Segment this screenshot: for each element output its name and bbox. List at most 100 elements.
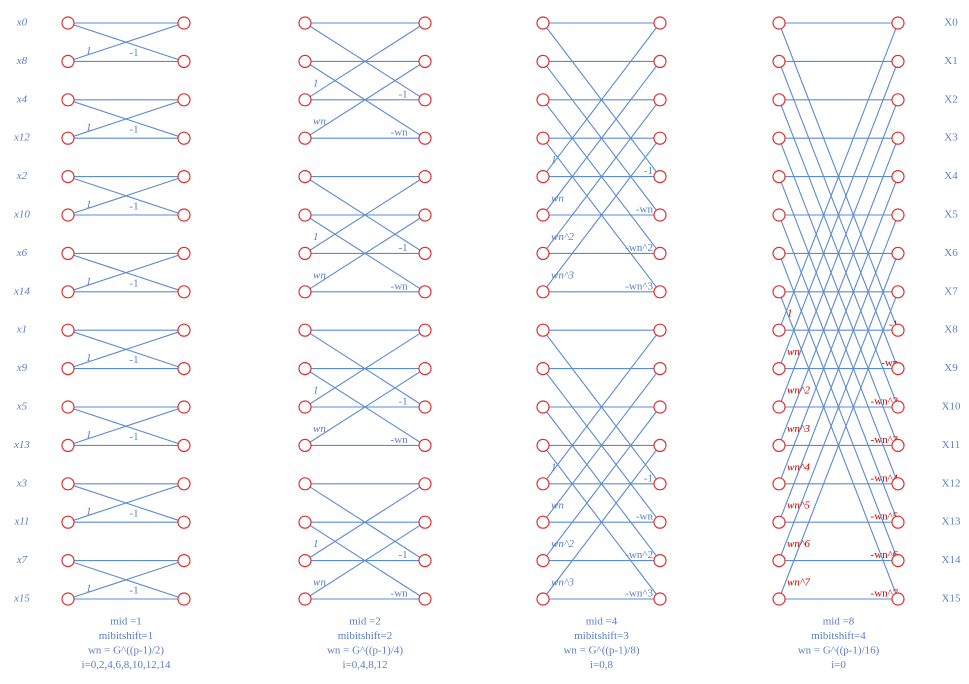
butterfly-edge: [304, 214, 426, 293]
twiddle-label: 1: [86, 199, 92, 211]
node: [418, 362, 432, 376]
twiddle-label: 1: [86, 352, 92, 364]
neg-twiddle-label: -wn^2: [871, 396, 899, 408]
node: [61, 93, 75, 107]
butterfly-edge: [67, 329, 185, 370]
neg-twiddle-label: -1: [129, 124, 138, 136]
neg-twiddle-label: -wn^2: [625, 549, 653, 561]
input-label: x6: [16, 247, 28, 259]
twiddle-label: wn: [787, 346, 800, 358]
butterfly-edge: [67, 99, 185, 139]
node: [61, 54, 75, 69]
node: [536, 362, 550, 376]
node: [772, 553, 786, 568]
output-label: X14: [942, 554, 961, 566]
twiddle-label: 1: [86, 122, 92, 134]
node: [177, 285, 191, 299]
node: [772, 438, 786, 452]
node: [536, 131, 550, 145]
node: [772, 16, 786, 30]
neg-twiddle-label: -wn: [391, 588, 409, 600]
node: [177, 362, 191, 376]
neg-twiddle-label: -1: [129, 201, 138, 213]
node: [772, 515, 786, 529]
node: [177, 93, 191, 107]
input-label: x4: [16, 93, 28, 105]
stage-info: mid =4: [586, 616, 618, 628]
output-label: X4: [944, 170, 958, 182]
twiddle-label: 1: [313, 231, 319, 243]
butterfly-edge: [542, 137, 661, 293]
node: [772, 170, 786, 184]
node: [298, 54, 312, 69]
input-label: x15: [13, 593, 30, 605]
twiddle-label: wn: [313, 116, 326, 128]
node: [536, 54, 550, 69]
node: [418, 515, 432, 529]
node: [772, 285, 786, 299]
stage-info: mibitshift=4: [811, 630, 866, 642]
twiddle-label: wn: [551, 193, 564, 205]
butterfly-edge: [67, 252, 185, 293]
node: [298, 208, 312, 222]
twiddle-label: wn^6: [787, 538, 810, 550]
node: [418, 400, 432, 414]
node: [177, 54, 191, 69]
node: [298, 400, 312, 414]
node: [418, 131, 432, 145]
node: [298, 553, 312, 568]
node: [653, 208, 667, 222]
node: [61, 362, 75, 376]
node: [177, 400, 191, 414]
output-label: X3: [944, 132, 958, 144]
stage-info: wn = G^((p-1)/4): [327, 645, 403, 657]
node: [177, 592, 191, 606]
stage-info: mibitshift=1: [99, 630, 153, 642]
node: [536, 93, 550, 107]
node: [891, 285, 905, 299]
input-label: x1: [16, 324, 27, 336]
node: [536, 553, 550, 568]
node: [653, 16, 667, 30]
node: [891, 170, 905, 184]
node: [298, 438, 312, 452]
neg-twiddle-label: -1: [129, 47, 138, 59]
node: [177, 323, 191, 337]
node: [418, 54, 432, 69]
twiddle-label: 1: [787, 308, 793, 320]
input-label: x3: [16, 477, 28, 489]
butterfly-edge: [778, 291, 899, 600]
input-label: x9: [16, 362, 28, 374]
node: [653, 400, 667, 414]
neg-twiddle-label: -wn^6: [871, 549, 899, 561]
node: [61, 323, 75, 337]
twiddle-label: wn: [313, 269, 326, 281]
neg-twiddle-label: -wn: [636, 511, 654, 523]
stage-info: i=0: [831, 659, 846, 671]
twiddle-label: 1: [313, 385, 319, 397]
input-label: x14: [13, 285, 30, 297]
node: [298, 131, 312, 145]
neg-twiddle-label: -wn^4: [871, 472, 899, 484]
output-label: X7: [944, 285, 958, 297]
node: [653, 323, 667, 337]
twiddle-label: wn: [313, 423, 326, 435]
input-label: x10: [13, 209, 30, 221]
stage-info: i=0,8: [590, 659, 614, 671]
neg-twiddle-label: -1: [398, 88, 407, 100]
neg-twiddle-label: -1: [129, 585, 138, 597]
twiddle-label: 1: [86, 45, 92, 57]
node: [418, 438, 432, 452]
stage-info: i=0,4,8,12: [342, 659, 387, 671]
butterfly-edge: [67, 483, 185, 523]
node: [61, 285, 75, 299]
node: [298, 323, 312, 337]
twiddle-label: 1: [313, 538, 319, 550]
twiddle-label: wn^3: [551, 269, 574, 281]
node: [536, 515, 550, 529]
node: [177, 515, 191, 529]
butterfly-edge: [67, 560, 185, 600]
butterfly-edge: [778, 176, 899, 484]
twiddle-label: wn^2: [787, 385, 810, 397]
twiddle-label: 1: [86, 275, 92, 287]
